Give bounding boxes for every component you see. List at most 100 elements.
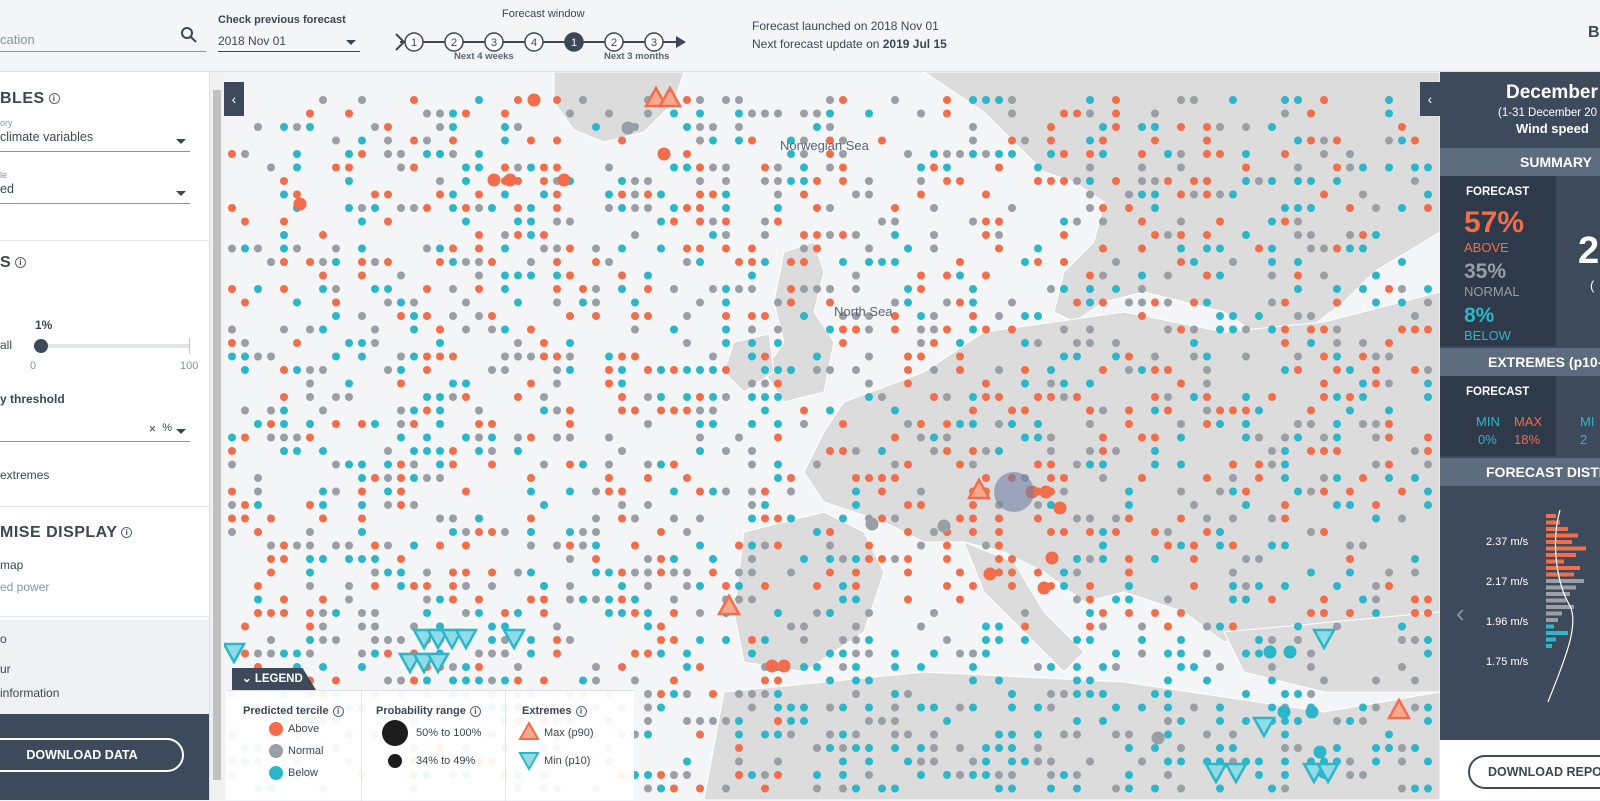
search-icon[interactable] <box>180 26 198 44</box>
search-input[interactable]: cation <box>0 32 35 47</box>
forecast-step-month-2[interactable]: 2 <box>604 32 624 52</box>
info-icon[interactable]: i <box>575 705 587 717</box>
launch-prefix: Forecast launched on <box>752 19 871 33</box>
legend-toggle[interactable]: ⌄ LEGEND <box>232 668 316 690</box>
tercile-dot <box>501 366 509 374</box>
download-report-button[interactable]: DOWNLOAD REPO <box>1468 755 1600 789</box>
min-extreme-triangle <box>425 652 451 675</box>
tercile-dot <box>761 366 769 374</box>
slider-handle[interactable] <box>34 339 48 353</box>
extremes-toggle-label[interactable]: extremes <box>0 468 50 482</box>
probability-slider-track[interactable] <box>36 338 190 354</box>
info-icon[interactable]: i <box>15 257 27 269</box>
tercile-dot <box>969 420 977 428</box>
tercile-dot <box>644 271 652 280</box>
sidebar-scrollbar[interactable] <box>210 72 224 800</box>
tercile-dot <box>865 474 873 482</box>
clear-icon[interactable]: × <box>148 422 156 436</box>
tercile-dot <box>878 514 886 523</box>
tercile-dot <box>774 217 782 226</box>
tercile-dot <box>1203 244 1211 253</box>
variable-select[interactable]: ed <box>0 182 190 204</box>
download-data-button[interactable]: DOWNLOAD DATA <box>0 738 184 772</box>
tercile-dot <box>1138 703 1146 712</box>
tercile-dot <box>1424 433 1432 442</box>
tercile-dot <box>852 582 860 590</box>
tercile-dot <box>1190 339 1198 347</box>
previous-forecast-select[interactable]: 2018 Nov 01 <box>218 30 360 52</box>
tercile-dot <box>423 582 431 590</box>
chevron-left-icon[interactable]: ‹ <box>1456 598 1465 628</box>
extra-item-1[interactable]: o <box>0 632 7 646</box>
collapse-left-button[interactable]: ‹ <box>224 82 244 116</box>
forecast-step-week-2[interactable]: 2 <box>444 32 464 52</box>
tercile-dot <box>1398 514 1406 523</box>
histogram-bar <box>1546 559 1564 564</box>
tercile-dot <box>1307 109 1315 118</box>
tercile-dot <box>592 514 600 523</box>
tercile-dot <box>1203 136 1211 145</box>
tercile-dot <box>683 204 691 212</box>
tercile-dot <box>1138 312 1146 320</box>
tercile-dot <box>358 501 366 509</box>
tercile-dot <box>254 609 262 617</box>
below-swatch <box>269 766 283 780</box>
tercile-dot <box>683 150 691 158</box>
forecast-step-week-1[interactable]: 1 <box>404 32 424 52</box>
variable-value: ed <box>0 182 14 196</box>
extra-item-3[interactable]: information <box>0 686 60 700</box>
tercile-dot <box>1203 271 1211 280</box>
tercile-dot <box>709 190 717 199</box>
tercile-dot <box>982 96 990 104</box>
tercile-dot <box>566 244 574 253</box>
info-icon[interactable]: i <box>469 705 481 717</box>
chevron-down-icon[interactable] <box>176 429 186 434</box>
tercile-dot <box>670 204 678 212</box>
scrollbar-thumb[interactable] <box>213 90 221 780</box>
tercile-dot <box>995 393 1003 401</box>
selected-location-marker[interactable] <box>994 472 1034 512</box>
tercile-dot <box>1333 298 1341 307</box>
option-power[interactable]: ed power <box>0 580 50 594</box>
tercile-dot <box>1398 285 1406 293</box>
info-icon[interactable]: i <box>332 705 344 717</box>
tercile-dot <box>1398 487 1406 496</box>
high-probability-dot <box>293 197 307 211</box>
info-icon[interactable]: i <box>48 93 60 105</box>
forecast-step-week-4[interactable]: 4 <box>524 32 544 52</box>
info-icon[interactable]: i <box>121 527 133 539</box>
forecast-step-week-3[interactable]: 3 <box>484 32 504 52</box>
max-triangle-icon <box>518 721 540 740</box>
tercile-dot <box>969 460 977 469</box>
high-probability-dot <box>657 147 671 161</box>
location-search[interactable]: cation <box>0 22 206 52</box>
collapse-right-button[interactable]: ‹ <box>1420 82 1440 116</box>
tercile-dot <box>748 636 756 644</box>
tercile-dot <box>384 190 392 199</box>
min-label: MIN <box>1476 414 1500 429</box>
tercile-dot <box>332 312 340 320</box>
option-map[interactable]: map <box>0 558 24 572</box>
tercile-dot <box>800 177 808 185</box>
tercile-dot <box>358 528 366 536</box>
tercile-dot <box>1190 298 1198 307</box>
forecast-map[interactable]: Norwegian Sea North Sea <box>224 72 1440 800</box>
threshold-input[interactable]: × % <box>0 420 190 442</box>
tercile-dot <box>1034 730 1042 739</box>
tercile-dot <box>722 366 730 374</box>
tercile-dot <box>1151 352 1159 361</box>
tercile-dot <box>371 123 379 131</box>
tercile-dot <box>865 541 873 550</box>
map-canvas[interactable]: Norwegian Sea North Sea <box>224 72 1440 800</box>
category-select[interactable]: climate variables <box>0 130 190 152</box>
forecast-step-month-1[interactable]: 1 <box>564 32 584 52</box>
tercile-dot <box>449 258 457 266</box>
tercile-dot <box>1398 204 1406 212</box>
tercile-dot <box>579 676 587 685</box>
extra-item-2[interactable]: ur <box>0 662 11 676</box>
tercile-dot <box>852 744 860 752</box>
tercile-dot <box>735 109 743 118</box>
tercile-dot <box>995 744 1003 752</box>
forecast-step-month-3[interactable]: 3 <box>644 32 664 52</box>
